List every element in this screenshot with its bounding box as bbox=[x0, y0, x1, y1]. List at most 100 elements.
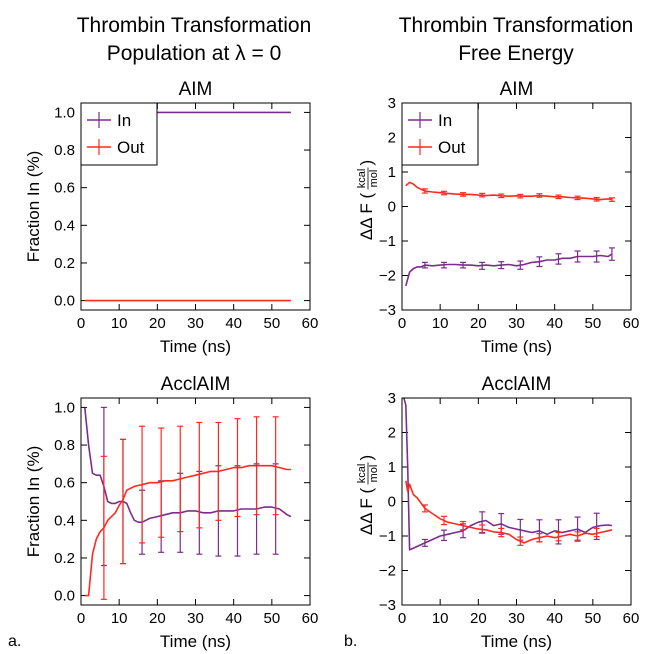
x-tick-label: 10 bbox=[111, 610, 128, 627]
chart-title: AIM bbox=[179, 79, 213, 100]
y-tick-label: 1.0 bbox=[54, 104, 75, 121]
x-tick-label: 20 bbox=[470, 610, 487, 627]
x-tick-label: 10 bbox=[111, 315, 128, 332]
legend-label-out: Out bbox=[117, 138, 145, 157]
series-out bbox=[405, 181, 615, 202]
x-tick-label: 40 bbox=[225, 315, 242, 332]
x-axis-label: Time (ns) bbox=[481, 632, 552, 651]
y-axis-label-close: ) bbox=[357, 455, 376, 461]
x-tick-label: 40 bbox=[546, 610, 563, 627]
x-tick-label: 0 bbox=[398, 610, 406, 627]
plot-frame bbox=[80, 102, 311, 311]
y-tick-label: −1 bbox=[379, 233, 396, 250]
x-tick-label: 30 bbox=[187, 315, 204, 332]
chart-b-aim: 0 10 20 30 40 50 60 −3 −2 −1 0 1 2 3 AIM Time (ns) ΔΔ F … bbox=[356, 79, 639, 356]
series-line-in bbox=[84, 407, 292, 524]
x-tick-label: 40 bbox=[225, 610, 242, 627]
y-tick-label: 1 bbox=[388, 164, 396, 181]
x-tick-label: 10 bbox=[432, 610, 449, 627]
y-axis-label-symbol: ΔΔ F ( bbox=[357, 193, 376, 241]
legend-label-in: In bbox=[438, 111, 452, 130]
series-line-out bbox=[84, 464, 291, 597]
y-tick-label: 2 bbox=[388, 425, 396, 442]
x-tick-label: 40 bbox=[546, 315, 563, 332]
x-axis-label: Time (ns) bbox=[160, 337, 231, 356]
plot-frame bbox=[80, 397, 311, 606]
y-axis-label: Fraction In (%) bbox=[24, 151, 43, 262]
y-axis-unit-numerator: kcal bbox=[356, 169, 368, 189]
x-tick-label: 60 bbox=[302, 315, 319, 332]
plot-frame bbox=[401, 397, 632, 606]
series-line-out bbox=[405, 480, 613, 544]
x-tick-label: 20 bbox=[149, 315, 166, 332]
y-tick-label: −3 bbox=[379, 302, 396, 319]
x-tick-label: 20 bbox=[149, 610, 166, 627]
legend-label-out: Out bbox=[438, 138, 466, 157]
y-tick-label: 0 bbox=[388, 199, 396, 216]
y-axis-unit-numerator: kcal bbox=[356, 464, 368, 484]
y-axis-label: ΔΔ F ( bbox=[357, 193, 376, 241]
x-tick-label: 30 bbox=[508, 610, 525, 627]
x-tick-label: 30 bbox=[187, 610, 204, 627]
y-tick-label: 0.8 bbox=[54, 437, 75, 454]
y-tick-label: 0.2 bbox=[54, 255, 75, 272]
chart-a-aim: 0 10 20 30 40 50 60 0.0 0.2 0.4 0.6 0.8 1.0 AIM Time (… bbox=[24, 79, 318, 356]
column-a-title-line2: Population at λ = 0 bbox=[107, 42, 282, 65]
y-tick-label: −2 bbox=[379, 563, 396, 580]
panel-label-a: a. bbox=[8, 633, 21, 650]
x-tick-label: 50 bbox=[584, 610, 601, 627]
x-tick-label: 0 bbox=[77, 610, 85, 627]
y-axis-label-symbol: ΔΔ F ( bbox=[357, 488, 376, 536]
x-tick-label: 30 bbox=[508, 315, 525, 332]
y-tick-label: −2 bbox=[379, 268, 396, 285]
y-tick-label: 0.2 bbox=[54, 550, 75, 567]
legend-box bbox=[401, 102, 479, 166]
legend-label-in: In bbox=[117, 111, 131, 130]
y-axis-label-unit: kcal mol) bbox=[356, 455, 380, 485]
chart-a-accl: 0 10 20 30 40 50 60 0.0 0.2 0.4 0.6 0.8 1.0 AcclAIM Ti… bbox=[24, 374, 318, 651]
chart-title: AcclAIM bbox=[482, 374, 552, 395]
x-tick-label: 60 bbox=[623, 610, 640, 627]
series-in bbox=[405, 247, 615, 287]
y-tick-label: 2 bbox=[388, 130, 396, 147]
x-tick-label: 10 bbox=[432, 315, 449, 332]
x-tick-label: 60 bbox=[302, 610, 319, 627]
y-tick-label: 0.6 bbox=[54, 475, 75, 492]
x-tick-label: 50 bbox=[263, 315, 280, 332]
legend: In Out bbox=[80, 102, 158, 166]
x-tick-label: 20 bbox=[470, 315, 487, 332]
x-tick-label: 0 bbox=[398, 315, 406, 332]
x-tick-label: 60 bbox=[623, 315, 640, 332]
series-line-in bbox=[405, 253, 613, 287]
y-axis-label: ΔΔ F ( bbox=[357, 488, 376, 536]
chart-title: AcclAIM bbox=[161, 374, 231, 395]
series-out bbox=[84, 416, 291, 600]
column-a-title-line1: Thrombin Transformation bbox=[77, 14, 312, 37]
y-axis-label-close: ) bbox=[357, 160, 376, 166]
series-out bbox=[405, 480, 613, 546]
x-tick-label: 50 bbox=[584, 315, 601, 332]
y-tick-label: 3 bbox=[388, 390, 396, 407]
y-tick-label: 0 bbox=[388, 494, 396, 511]
y-axis-label: Fraction In (%) bbox=[24, 446, 43, 557]
chart-title: AIM bbox=[500, 79, 534, 100]
x-axis-label: Time (ns) bbox=[160, 632, 231, 651]
legend: In Out bbox=[401, 102, 479, 166]
panel-label-b: b. bbox=[344, 633, 357, 650]
y-tick-label: −1 bbox=[379, 528, 396, 545]
y-tick-label: 0.0 bbox=[54, 293, 75, 310]
series-in bbox=[403, 398, 613, 551]
y-tick-label: 0.0 bbox=[54, 588, 75, 605]
series-line-in bbox=[403, 398, 613, 551]
chart-b-accl: 0 10 20 30 40 50 60 −3 −2 −1 0 1 2 3 AcclAIM Time (ns) Δ… bbox=[356, 374, 639, 651]
column-b-title-line1: Thrombin Transformation bbox=[399, 14, 634, 37]
series-line-out bbox=[405, 181, 613, 201]
x-tick-label: 0 bbox=[77, 315, 85, 332]
y-axis-unit-denominator: mol bbox=[368, 170, 380, 188]
y-axis-unit-denominator: mol bbox=[368, 465, 380, 483]
y-axis-label-unit: kcal mol) bbox=[356, 160, 380, 190]
y-tick-label: 3 bbox=[388, 95, 396, 112]
x-tick-label: 50 bbox=[263, 610, 280, 627]
